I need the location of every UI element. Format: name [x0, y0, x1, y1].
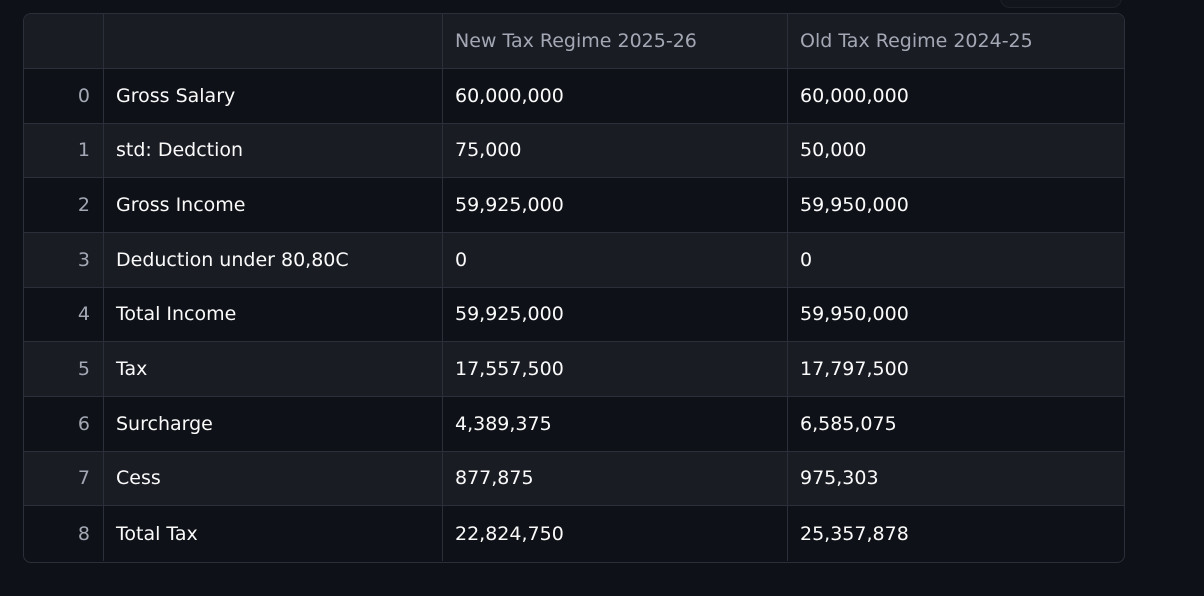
new-regime-cell[interactable]: 59,925,000 [443, 178, 788, 232]
table-row: 0 Gross Salary 60,000,000 60,000,000 [24, 69, 1124, 124]
row-label-cell[interactable]: Gross Salary [104, 69, 443, 123]
row-index: 4 [24, 287, 104, 342]
table-row: 8 Total Tax 22,824,750 25,357,878 [24, 506, 1124, 561]
old-regime-cell[interactable]: 50,000 [800, 139, 867, 162]
row-label-cell[interactable]: Gross Income [104, 178, 443, 232]
new-regime-cell[interactable]: 17,557,500 [443, 342, 788, 396]
row-index: 2 [24, 178, 104, 232]
table-row: 2 Gross Income 59,925,000 59,950,000 [24, 178, 1124, 233]
row-index: 7 [24, 451, 104, 506]
old-regime-cell[interactable]: 0 [800, 248, 813, 271]
old-regime-cell[interactable]: 59,950,000 [800, 194, 909, 217]
old-regime-column-header[interactable]: Old Tax Regime 2024-25 [800, 30, 1033, 52]
dataframe-table[interactable]: New Tax Regime 2025-26 Old Tax Regime 20… [23, 13, 1125, 563]
table-toolbar[interactable] [1000, 0, 1122, 8]
row-label-cell[interactable]: Surcharge [104, 396, 443, 451]
old-regime-cell[interactable]: 6,585,075 [800, 412, 897, 435]
table-row: 5 Tax 17,557,500 17,797,500 [24, 342, 1124, 397]
new-regime-column-header[interactable]: New Tax Regime 2025-26 [443, 14, 788, 68]
new-regime-cell[interactable]: 22,824,750 [443, 506, 788, 561]
old-regime-cell[interactable]: 975,303 [800, 467, 879, 490]
index-column-header[interactable] [24, 14, 104, 68]
row-index: 1 [24, 123, 104, 178]
old-regime-cell[interactable]: 17,797,500 [800, 358, 909, 381]
table-row: 1 std: Dedction 75,000 50,000 [24, 123, 1124, 179]
new-regime-cell[interactable]: 60,000,000 [443, 69, 788, 123]
new-regime-cell[interactable]: 4,389,375 [443, 396, 788, 451]
row-index: 3 [24, 232, 104, 287]
old-regime-cell[interactable]: 60,000,000 [800, 84, 909, 107]
table-row: 7 Cess 877,875 975,303 [24, 451, 1124, 507]
row-label-cell[interactable]: Cess [104, 451, 443, 506]
new-regime-cell[interactable]: 0 [443, 232, 788, 287]
row-index: 5 [24, 342, 104, 396]
row-label-cell[interactable]: Tax [104, 342, 443, 396]
row-index: 8 [24, 506, 104, 561]
row-label-cell[interactable]: Total Tax [104, 506, 443, 561]
row-label-cell[interactable]: Deduction under 80,80C [104, 232, 443, 287]
new-regime-cell[interactable]: 59,925,000 [443, 287, 788, 342]
row-label-cell[interactable]: std: Dedction [104, 123, 443, 178]
old-regime-cell[interactable]: 59,950,000 [800, 303, 909, 326]
table-header-row: New Tax Regime 2025-26 Old Tax Regime 20… [24, 14, 1124, 69]
table-row: 6 Surcharge 4,389,375 6,585,075 [24, 396, 1124, 452]
row-index: 6 [24, 396, 104, 451]
label-column-header[interactable] [104, 14, 443, 68]
new-regime-cell[interactable]: 75,000 [443, 123, 788, 178]
row-label-cell[interactable]: Total Income [104, 287, 443, 342]
table-row: 4 Total Income 59,925,000 59,950,000 [24, 287, 1124, 343]
table-row: 3 Deduction under 80,80C 0 0 [24, 232, 1124, 288]
row-index: 0 [24, 69, 104, 123]
old-regime-cell[interactable]: 25,357,878 [800, 522, 909, 545]
new-regime-cell[interactable]: 877,875 [443, 451, 788, 506]
